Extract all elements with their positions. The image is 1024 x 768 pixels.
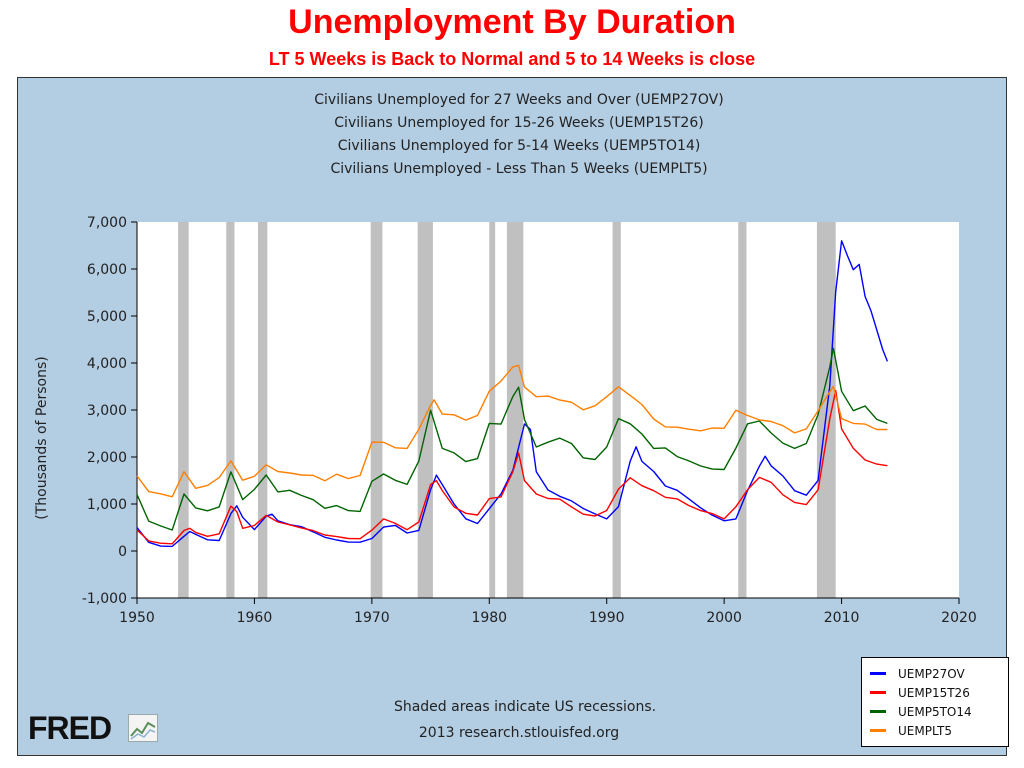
- x-tick-label: 1950: [119, 610, 155, 626]
- legend-swatch: [870, 710, 886, 713]
- series-line-uemp15t26: [136, 389, 888, 545]
- y-tick-label: 5,000: [87, 309, 127, 325]
- y-tick-label: -1,000: [82, 591, 127, 607]
- x-tick-label: 2000: [706, 610, 742, 626]
- fred-logo[interactable]: FRED: [28, 710, 112, 746]
- recession-band: [738, 222, 747, 598]
- x-tick-label: 2010: [824, 610, 860, 626]
- series-line-uemplt5: [136, 364, 888, 498]
- legend-item: UEMP27OV: [870, 664, 1000, 683]
- x-tick-label: 2020: [941, 610, 977, 626]
- recession-band: [257, 222, 268, 598]
- series-line-uemp27ov: [136, 240, 889, 548]
- y-tick-label: 3,000: [87, 403, 127, 419]
- x-tick-label: 1960: [237, 610, 273, 626]
- legend-label: UEMP27OV: [898, 666, 965, 681]
- source-text: 2013 research.stlouisfed.org: [419, 725, 619, 741]
- legend-swatch: [870, 691, 886, 694]
- x-tick-label: 1980: [471, 610, 507, 626]
- y-tick-label: 1,000: [87, 497, 127, 513]
- slide-subtitle: LT 5 Weeks is Back to Normal and 5 to 14…: [268, 49, 756, 69]
- y-tick-label: 4,000: [87, 356, 127, 372]
- recession-band: [226, 222, 235, 598]
- series-line-uemp5to14: [136, 347, 888, 531]
- y-tick-label: 7,000: [87, 215, 127, 231]
- legend-item: UEMP15T26: [870, 683, 1000, 702]
- recession-band: [178, 222, 189, 598]
- recession-note: Shaded areas indicate US recessions.: [394, 699, 656, 715]
- recession-shading: [178, 222, 836, 598]
- fred-chart-icon: [128, 714, 158, 742]
- recession-band: [506, 222, 524, 598]
- recession-band: [489, 222, 496, 598]
- legend-item: UEMP5TO14: [870, 702, 1000, 721]
- y-axis-label: (Thousands of Persons): [34, 356, 50, 519]
- y-tick-label: 0: [118, 544, 127, 560]
- x-tick-label: 1990: [589, 610, 625, 626]
- legend-label: UEMPLT5: [898, 723, 952, 738]
- legend-item: UEMPLT5: [870, 721, 1000, 740]
- recession-band: [612, 222, 621, 598]
- series-lines: [136, 240, 889, 548]
- chart-title-line-1: Civilians Unemployed for 27 Weeks and Ov…: [314, 92, 723, 108]
- legend-swatch: [870, 672, 886, 675]
- legend-swatch: [870, 729, 886, 732]
- chart-title-line-2: Civilians Unemployed for 15-26 Weeks (UE…: [334, 115, 703, 131]
- x-tick-label: 1970: [354, 610, 390, 626]
- y-tick-label: 6,000: [87, 262, 127, 278]
- legend-label: UEMP15T26: [898, 685, 970, 700]
- legend: UEMP27OV UEMP15T26 UEMP5TO14 UEMPLT5: [861, 657, 1009, 747]
- recession-band: [370, 222, 383, 598]
- legend-label: UEMP5TO14: [898, 704, 972, 719]
- axes: -1,000 0 1,000 2,000 3,000 4,000 5,000 6,000 7,0…: [82, 215, 977, 626]
- recession-band: [417, 222, 433, 598]
- chart-title-line-3: Civilians Unemployed for 5-14 Weeks (UEM…: [338, 138, 701, 154]
- slide-title: Unemployment By Duration: [288, 3, 736, 41]
- chart-title-line-4: Civilians Unemployed - Less Than 5 Weeks…: [330, 161, 707, 177]
- y-tick-label: 2,000: [87, 450, 127, 466]
